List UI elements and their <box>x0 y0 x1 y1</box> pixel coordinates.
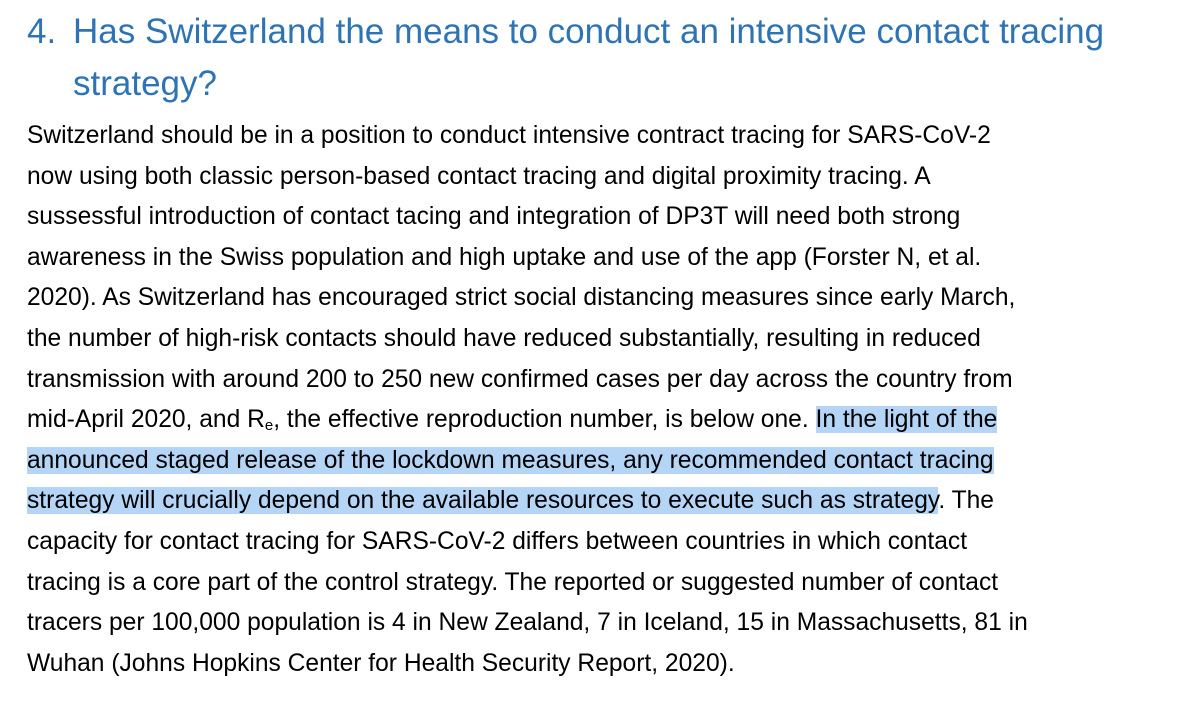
paragraph-line: tracers per 100,000 population is 4 in N… <box>27 609 1028 637</box>
section-title-line-2: strategy? <box>73 64 217 103</box>
paragraph-line: transmission with around 200 to 250 new … <box>27 365 1013 393</box>
paragraph-line: capacity for contact tracing for SARS-Co… <box>27 527 968 555</box>
subscript-e: e <box>264 417 274 435</box>
section-number: 4. <box>27 12 57 51</box>
section-title-line-1: Has Switzerland the means to conduct an … <box>73 12 1105 51</box>
selected-text[interactable]: strategy will crucially depend on the av… <box>27 487 939 515</box>
paragraph-line: tracing is a core part of the control st… <box>27 568 999 596</box>
selected-text[interactable]: announced staged release of the lockdown… <box>27 446 994 474</box>
text-run: . The <box>938 487 994 515</box>
paragraph-line: Wuhan (Johns Hopkins Center for Health S… <box>27 649 735 677</box>
text-run: mid-April 2020, and R <box>27 406 265 434</box>
paragraph-line: strategy will crucially depend on the av… <box>27 481 1192 522</box>
paragraph-line: Switzerland should be in a position to c… <box>27 122 991 149</box>
paragraph-line: 2020). As Switzerland has encouraged str… <box>27 284 1016 312</box>
paragraph-line: announced staged release of the lockdown… <box>27 441 1192 482</box>
paragraph-line: sussessful introduction of contact tacin… <box>27 203 961 231</box>
body-paragraph: Switzerland should be in a position to c… <box>27 116 1192 684</box>
section-heading: 4. Has Switzerland the means to conduct a… <box>27 6 1104 110</box>
paragraph-line: now using both classic person-based cont… <box>27 162 931 190</box>
selected-text[interactable]: In the light of the <box>815 406 998 434</box>
paragraph-line: mid-April 2020, and Re, the effective re… <box>27 400 1192 441</box>
paragraph-line: the number of high-risk contacts should … <box>27 324 981 352</box>
text-run: , the effective reproduction number, is … <box>273 406 816 434</box>
paragraph-line: awareness in the Swiss population and hi… <box>27 243 982 271</box>
